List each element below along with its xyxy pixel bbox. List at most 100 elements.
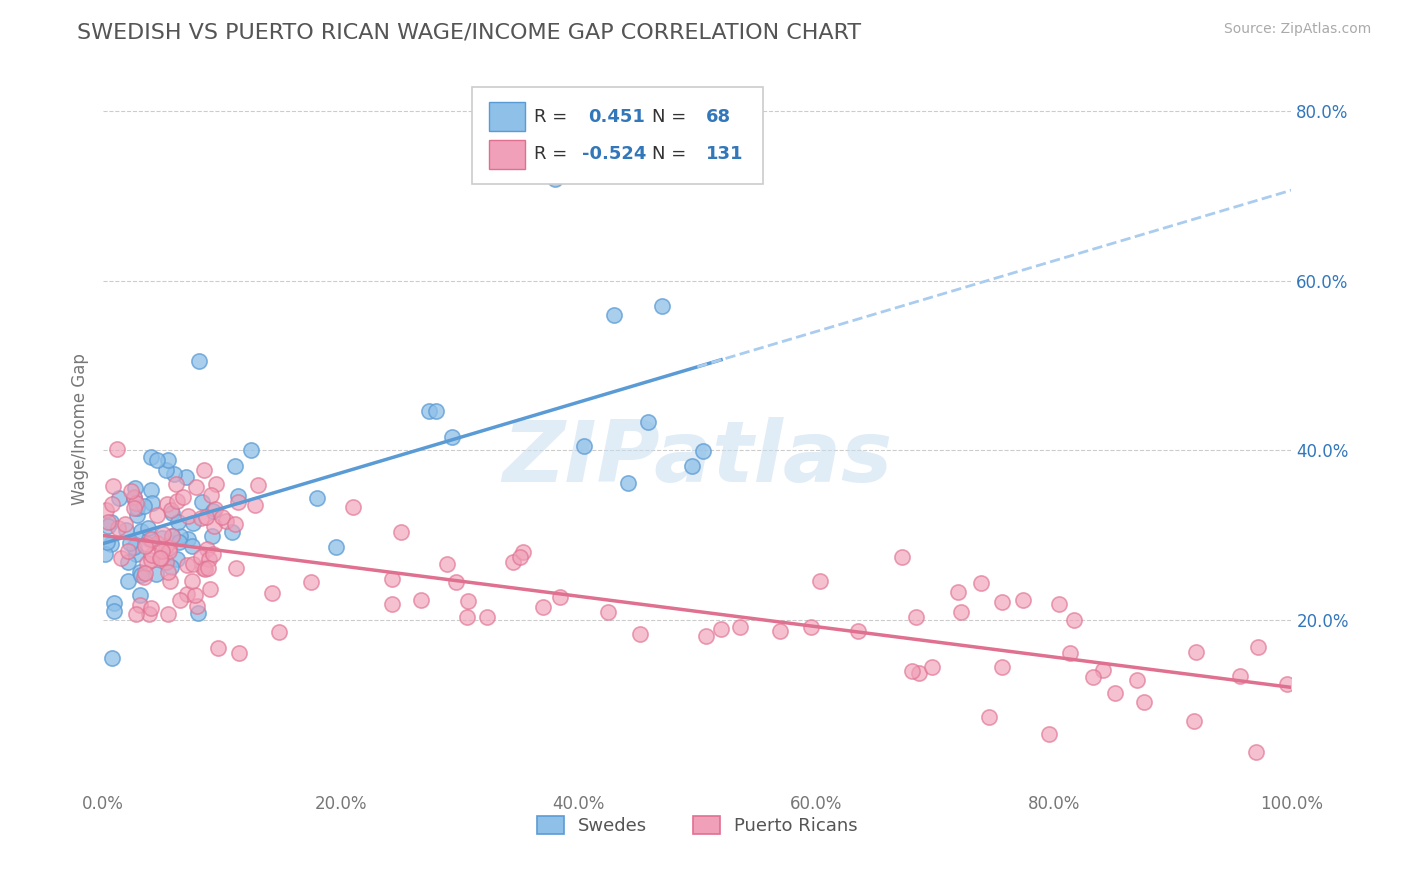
Point — [97, 515, 120, 529]
Point — [226, 494, 249, 508]
Point — [198, 552, 221, 566]
Point — [409, 592, 432, 607]
Point — [165, 476, 187, 491]
Point — [548, 591, 571, 605]
Point — [129, 568, 152, 582]
Point — [224, 459, 246, 474]
Point — [440, 430, 463, 444]
Point — [163, 467, 186, 481]
Point — [1229, 669, 1251, 683]
Point — [122, 540, 145, 554]
Point — [122, 500, 145, 515]
Point — [201, 504, 224, 518]
Point — [169, 593, 191, 607]
Point — [475, 610, 498, 624]
Point — [544, 172, 567, 186]
Point — [156, 452, 179, 467]
Point — [180, 539, 202, 553]
Point — [245, 498, 267, 512]
Point — [136, 537, 159, 551]
Point — [269, 625, 291, 640]
Point — [200, 582, 222, 597]
Point — [156, 607, 179, 621]
Point — [695, 629, 717, 643]
Point — [202, 519, 225, 533]
Point — [710, 622, 733, 636]
Point — [305, 491, 328, 505]
Point — [155, 555, 177, 569]
Point — [139, 553, 162, 567]
Point — [114, 524, 136, 538]
Point — [1092, 663, 1115, 677]
Point — [195, 542, 218, 557]
Point — [167, 535, 190, 549]
Point — [681, 459, 703, 474]
Point — [197, 560, 219, 574]
Point — [152, 527, 174, 541]
Point — [381, 572, 404, 586]
Point — [96, 503, 118, 517]
Text: R =: R = — [534, 145, 574, 163]
Point — [205, 477, 228, 491]
Point — [224, 517, 246, 532]
Point — [96, 535, 118, 549]
Point — [1011, 593, 1033, 607]
Point — [381, 598, 404, 612]
Point — [107, 521, 129, 535]
Point — [418, 404, 440, 418]
Point — [176, 558, 198, 573]
Point — [728, 620, 751, 634]
Point — [226, 489, 249, 503]
Point — [628, 627, 651, 641]
Point — [950, 605, 973, 619]
Point — [183, 516, 205, 530]
Point — [176, 587, 198, 601]
Point — [101, 650, 124, 665]
Point — [103, 596, 125, 610]
Point — [444, 575, 467, 590]
Point — [174, 470, 197, 484]
Point — [299, 574, 322, 589]
Point — [184, 480, 207, 494]
Point — [215, 514, 238, 528]
Text: N =: N = — [652, 108, 692, 126]
Point — [124, 607, 146, 621]
Point — [1081, 669, 1104, 683]
Point — [190, 494, 212, 508]
Y-axis label: Wage/Income Gap: Wage/Income Gap — [72, 353, 89, 505]
Point — [1185, 645, 1208, 659]
Point — [150, 532, 173, 546]
Point — [846, 624, 869, 638]
Point — [136, 521, 159, 535]
Text: 0.451: 0.451 — [588, 108, 645, 126]
Point — [114, 517, 136, 532]
Point — [921, 660, 943, 674]
Point — [120, 483, 142, 498]
Point — [193, 463, 215, 477]
Point — [122, 491, 145, 506]
Point — [991, 595, 1014, 609]
Text: Source: ZipAtlas.com: Source: ZipAtlas.com — [1223, 22, 1371, 37]
Point — [157, 541, 180, 555]
Point — [191, 561, 214, 575]
FancyBboxPatch shape — [489, 140, 524, 169]
Point — [389, 524, 412, 539]
Point — [207, 640, 229, 655]
Point — [342, 500, 364, 514]
Text: R =: R = — [534, 108, 574, 126]
Point — [155, 463, 177, 477]
Point — [156, 497, 179, 511]
Point — [100, 537, 122, 551]
Point — [1247, 640, 1270, 654]
Point — [190, 549, 212, 564]
Point — [138, 532, 160, 546]
Point — [108, 491, 131, 505]
Point — [194, 509, 217, 524]
Point — [1275, 677, 1298, 691]
Point — [117, 574, 139, 588]
Point — [145, 536, 167, 550]
Point — [157, 543, 180, 558]
Point — [101, 479, 124, 493]
Point — [186, 599, 208, 613]
Point — [141, 532, 163, 546]
